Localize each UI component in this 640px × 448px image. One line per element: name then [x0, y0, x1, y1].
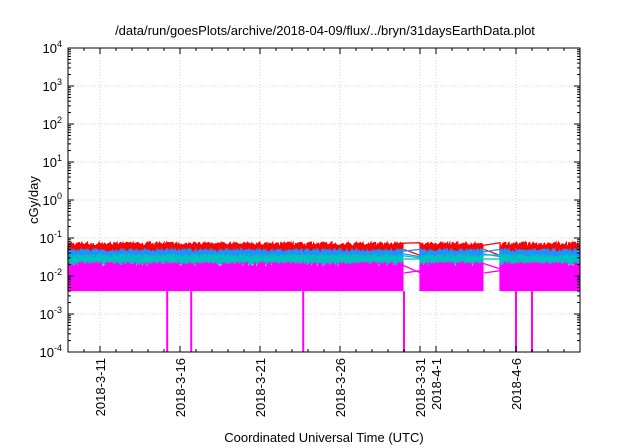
series-layer	[67, 240, 580, 352]
chart-title: /data/run/goesPlots/archive/2018-04-09/f…	[115, 23, 535, 38]
x-tick-label: 2018-3-31	[413, 358, 428, 417]
y-tick-label: 10-1	[40, 229, 62, 246]
y-tick-label: 101	[43, 153, 62, 170]
x-axis: 2018-3-11 2018-3-16 2018-3-21 2018-3-26 2018…	[67, 48, 581, 417]
y-axis: 10-4 10-3 10-2 10-1 100 101 102 103 104	[40, 39, 580, 360]
gap-line-4	[403, 270, 421, 274]
y-axis-label: cGy/day	[26, 176, 41, 224]
x-tick-label: 2018-3-21	[253, 358, 268, 417]
gap-line-2	[403, 253, 421, 258]
y-tick-label: 102	[43, 115, 62, 132]
y-tick-label: 10-4	[40, 343, 62, 360]
y-tick-label: 100	[43, 191, 62, 208]
x-axis-label: Coordinated Universal Time (UTC)	[224, 430, 423, 445]
x-tick-label: 2018-3-11	[93, 358, 108, 416]
x-tick-label: 2018-4-6	[509, 358, 524, 410]
grid	[68, 48, 580, 352]
gap-line-4	[483, 270, 501, 274]
y-tick-label: 10-3	[40, 305, 62, 322]
series-line-1	[67, 240, 580, 257]
series-line-3	[67, 252, 580, 265]
series-line-2	[67, 246, 580, 261]
x-tick-label: 2018-3-16	[173, 358, 188, 417]
x-tick-label: 2018-4-1	[429, 358, 444, 410]
y-tick-label: 104	[43, 39, 62, 56]
x-tick-label: 2018-3-26	[333, 358, 348, 417]
series-line-4	[67, 260, 580, 292]
y-tick-label: 103	[43, 77, 62, 94]
y-tick-label: 10-2	[40, 267, 62, 284]
